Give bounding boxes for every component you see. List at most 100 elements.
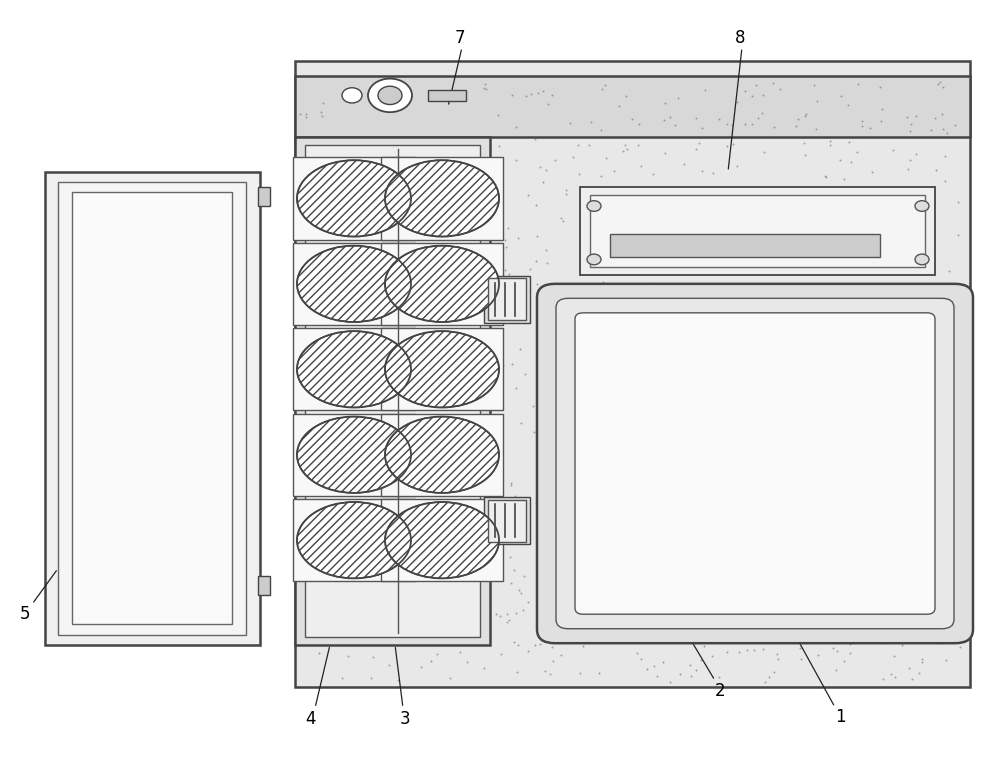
Text: 6: 6 [75, 418, 85, 436]
Point [597, 79, 613, 91]
Point [646, 660, 662, 672]
Point [501, 268, 517, 280]
Point [538, 412, 554, 424]
Point [719, 140, 735, 152]
Point [594, 83, 610, 95]
Bar [488, 500, 526, 542]
Point [765, 77, 781, 89]
Point [491, 339, 507, 351]
Point [693, 654, 709, 666]
Point [872, 81, 888, 93]
Point [513, 417, 529, 429]
Point [902, 125, 918, 137]
Point [518, 89, 534, 101]
Circle shape [368, 79, 412, 112]
FancyBboxPatch shape [575, 313, 935, 614]
Point [477, 78, 493, 90]
Point [645, 168, 661, 180]
Point [529, 278, 545, 290]
Point [769, 648, 785, 660]
Point [854, 120, 870, 132]
Point [595, 276, 611, 288]
Point [334, 672, 350, 684]
Point [946, 630, 962, 642]
Point [546, 631, 562, 643]
Point [750, 111, 766, 124]
Point [829, 645, 845, 657]
Point [719, 118, 735, 130]
Point [655, 655, 671, 668]
Point [662, 111, 678, 124]
Bar [258, 576, 270, 595]
Point [537, 529, 553, 541]
Point [657, 98, 673, 110]
Point [539, 383, 555, 395]
Point [515, 604, 531, 617]
Point [539, 629, 555, 642]
Point [615, 145, 631, 157]
Point [904, 673, 920, 685]
Point [793, 653, 809, 665]
Point [719, 646, 735, 658]
Point [506, 563, 522, 575]
Point [528, 256, 544, 268]
Point [744, 89, 760, 101]
Point [562, 117, 578, 129]
Point [756, 146, 772, 158]
Point [558, 188, 574, 200]
Point [629, 647, 645, 659]
Point [864, 166, 880, 178]
Point [544, 641, 560, 653]
Point [639, 663, 655, 675]
Point [902, 154, 918, 166]
Point [934, 108, 950, 120]
Point [837, 633, 853, 645]
Point [532, 622, 548, 634]
Point [540, 581, 556, 594]
Point [520, 645, 536, 657]
Point [502, 551, 518, 563]
Point [697, 84, 713, 96]
Point [508, 607, 524, 620]
Point [930, 79, 946, 91]
Point [840, 98, 856, 111]
Text: 8: 8 [735, 29, 745, 47]
Point [583, 116, 599, 128]
Point [510, 639, 526, 652]
Point [766, 665, 782, 678]
Point [761, 671, 777, 683]
Point [704, 650, 720, 662]
Point [539, 257, 555, 269]
Point [528, 497, 544, 509]
Point [737, 118, 753, 130]
Ellipse shape [297, 160, 411, 237]
Point [903, 118, 919, 130]
Point [812, 633, 828, 645]
Point [617, 139, 633, 151]
Point [517, 368, 533, 380]
Point [656, 114, 672, 126]
Point [883, 668, 899, 680]
Point [488, 418, 504, 430]
Point [885, 143, 901, 156]
Point [705, 167, 721, 179]
Point [547, 153, 563, 166]
Point [927, 112, 943, 124]
Bar [293, 157, 415, 240]
Point [513, 588, 529, 600]
Point [894, 639, 910, 652]
Point [744, 118, 760, 130]
Circle shape [915, 254, 929, 265]
FancyBboxPatch shape [556, 298, 954, 629]
Point [873, 115, 889, 127]
Bar [305, 145, 480, 637]
Text: 7: 7 [455, 29, 465, 47]
Point [550, 632, 566, 644]
Point [729, 160, 745, 172]
Text: 1: 1 [835, 708, 845, 726]
Bar [381, 157, 503, 240]
Point [682, 659, 698, 671]
Bar [58, 182, 246, 635]
Point [956, 302, 972, 314]
Point [488, 273, 504, 285]
